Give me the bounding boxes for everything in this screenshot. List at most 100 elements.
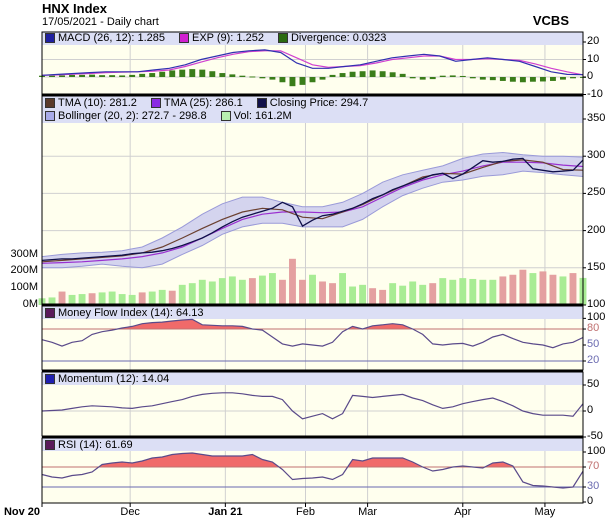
divergence-bar	[329, 74, 336, 77]
divergence-bar	[549, 77, 556, 81]
divergence-bar	[59, 75, 65, 77]
volume-bar	[258, 275, 266, 305]
divergence-bar	[119, 75, 126, 77]
y-axis-tick-label: 150	[587, 260, 606, 273]
volume-bar	[339, 273, 346, 305]
rsi-legend: RSI (14): 61.69	[45, 439, 147, 451]
y-axis-tick-label: 30	[587, 480, 600, 492]
volume-bar	[509, 274, 517, 305]
volume-bar	[419, 284, 427, 305]
divergence-bar	[359, 71, 366, 77]
legend-label: TMA (25): 286.1	[163, 97, 243, 109]
divergence-bar	[109, 75, 116, 77]
legend-swatch	[256, 98, 267, 108]
y-axis-tick-label: 0	[587, 404, 594, 416]
legend-label: Divergence: 0.0323	[290, 32, 387, 44]
divergence-bar	[99, 75, 106, 77]
price-legend-2: Bollinger (20, 2): 272.7 - 298.8 Vol: 161…	[45, 110, 306, 122]
divergence-bar	[469, 77, 476, 79]
volume-bar	[148, 291, 156, 305]
divergence-bar	[159, 71, 166, 77]
momentum-line	[41, 392, 584, 420]
divergence-bar	[209, 71, 216, 77]
divergence-bar	[309, 77, 316, 83]
legend-label: Momentum (12): 14.04	[58, 373, 170, 385]
y-axis-tick-label: 20	[587, 35, 600, 47]
divergence-bar	[459, 75, 466, 77]
volume-bar	[459, 278, 467, 305]
legend-label: Money Flow Index (14): 64.13	[58, 307, 204, 319]
legend-label: TMA (10): 281.2	[58, 97, 137, 109]
volume-bar	[78, 294, 86, 305]
divergence-bar	[519, 77, 526, 83]
macd-panel-legend-band	[42, 32, 583, 45]
divergence-bar	[239, 75, 246, 77]
volume-axis-tick-label: 200M	[10, 264, 38, 277]
x-axis-tick-label: Mar	[358, 506, 378, 518]
y-axis-tick-label: 20	[587, 354, 600, 366]
mfi-panel-legend-band	[42, 306, 583, 319]
rsi-line	[41, 452, 584, 489]
x-axis-tick-label: Feb	[296, 506, 315, 518]
legend-item: Bollinger (20, 2): 272.7 - 298.8	[45, 110, 207, 122]
volume-bar	[108, 291, 116, 305]
price-panel	[42, 95, 583, 305]
divergence-bar	[560, 77, 566, 80]
divergence-bar	[149, 73, 156, 77]
price-panel-legend-band	[42, 95, 583, 123]
volume-axis-tick-label: 300M	[10, 247, 38, 260]
y-axis-tick-label: 80	[587, 322, 600, 335]
divergence-bar	[79, 74, 86, 77]
legend-swatch	[45, 308, 55, 318]
volume-bar	[118, 294, 126, 305]
legend-label: Bollinger (20, 2): 272.7 - 298.8	[58, 110, 207, 122]
legend-item: Momentum (12): 14.04	[45, 373, 169, 385]
y-axis-tick-label: -50	[587, 430, 603, 442]
volume-bar	[379, 289, 387, 305]
mfi-line	[41, 318, 584, 349]
divergence-bar	[529, 77, 536, 82]
volume-bar	[178, 284, 186, 305]
divergence-bar	[479, 77, 486, 80]
legend-swatch	[45, 33, 55, 43]
legend-label: RSI (14): 61.69	[58, 439, 133, 451]
volume-bar	[369, 288, 377, 305]
divergence-bar	[179, 69, 186, 77]
divergence-bar	[259, 77, 266, 79]
divergence-bar	[129, 74, 136, 77]
divergence-bar	[539, 77, 546, 82]
x-axis-tick-label: Nov 20	[3, 506, 41, 518]
y-axis-tick-label: 50	[587, 378, 600, 390]
divergence-bar	[299, 77, 306, 85]
divergence-bar	[89, 74, 96, 77]
y-axis-tick-label: 70	[587, 460, 600, 472]
mfi-legend: Money Flow Index (14): 64.13	[45, 307, 218, 319]
volume-bar	[138, 292, 146, 305]
volume-bar	[158, 289, 166, 305]
divergence-bar	[269, 77, 276, 80]
legend-swatch	[45, 98, 55, 108]
divergence-bar	[219, 73, 226, 77]
legend-item: TMA (25): 286.1	[150, 97, 243, 109]
y-axis-tick-label: 100	[587, 298, 606, 310]
volume-bar	[268, 273, 276, 305]
divergence-bar	[349, 71, 356, 77]
volume-axis-tick-label: 0M	[22, 298, 38, 310]
volume-bar	[429, 283, 437, 305]
volume-bar	[499, 276, 507, 305]
y-axis-tick-label: 300	[587, 149, 606, 162]
divergence-bar	[409, 77, 416, 79]
legend-item: Closing Price: 294.7	[256, 97, 368, 109]
macd-legend: MACD (26, 12): 1.285 EXP (9): 1.252 Diverg…	[45, 32, 400, 44]
divergence-bar	[570, 77, 576, 79]
volume-bar	[218, 278, 226, 305]
divergence-bar	[369, 70, 376, 77]
chart-title: HNX Index	[42, 1, 108, 16]
volume-bar	[519, 269, 527, 305]
volume-bar	[309, 274, 316, 305]
legend-item: TMA (10): 281.2	[45, 97, 137, 109]
volume-bar	[188, 283, 196, 305]
volume-bar	[238, 279, 246, 305]
divergence-bar	[379, 71, 386, 77]
legend-item: RSI (14): 61.69	[45, 439, 133, 451]
